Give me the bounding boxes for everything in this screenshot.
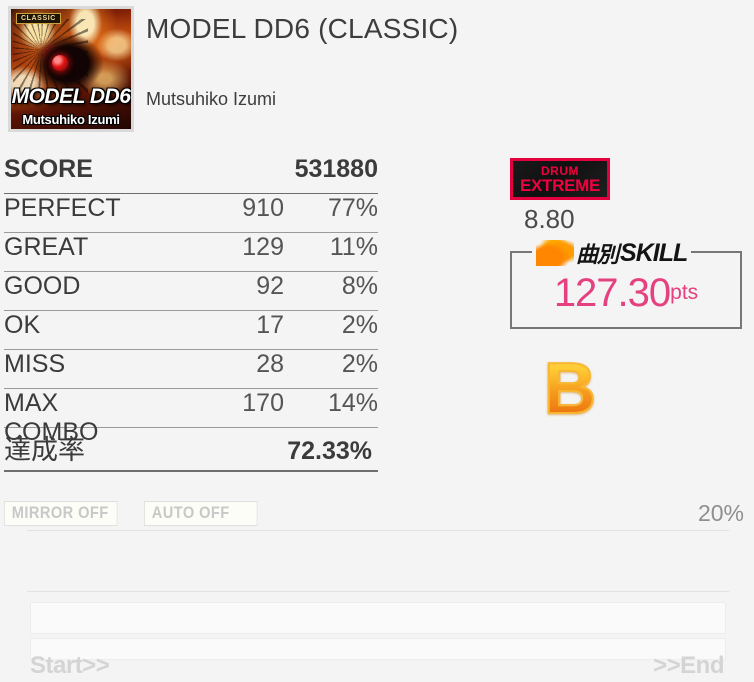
judgement-percent-great: 11% xyxy=(329,233,378,261)
judgement-count-good: 92 xyxy=(256,272,284,300)
table-row: MISS 28 2% xyxy=(4,350,378,389)
song-info: MODEL DD6 (CLASSIC) Mutsuhiko Izumi xyxy=(134,6,458,110)
judgement-label-perfect: PERFECT xyxy=(4,194,121,222)
difficulty-name: EXTREME xyxy=(519,175,601,195)
album-jacket[interactable]: CLASSIC MODEL DD6 Mutsuhiko Izumi xyxy=(8,6,134,132)
table-row: MAX COMBO 170 14% xyxy=(4,389,378,446)
timeline-endpoints: Start>> >>End xyxy=(0,652,754,680)
judgement-count-great: 129 xyxy=(242,233,284,261)
judgement-percent-ok: 2% xyxy=(341,311,378,339)
table-row: GREAT 129 11% xyxy=(4,233,378,272)
skill-value-box: 127.30 pts xyxy=(510,251,742,329)
skill-unit: pts xyxy=(670,281,699,304)
rank-badge: B xyxy=(543,352,750,426)
skill-logo-kanji: 曲別 xyxy=(576,243,619,268)
timeline-end-label: >>End xyxy=(653,652,724,679)
judgement-percent-miss: 2% xyxy=(341,350,378,378)
skill-points: 127.30 xyxy=(553,270,671,315)
options-bar: MIRROR OFF AUTO OFF 20% xyxy=(4,500,750,527)
auto-toggle-button[interactable]: AUTO OFF xyxy=(144,501,258,526)
table-row-score: SCORE 531880 xyxy=(4,155,378,194)
difficulty-level: 8.80 xyxy=(524,204,575,234)
jacket-artist-text: Mutsuhiko Izumi xyxy=(22,112,120,127)
score-table: SCORE 531880 PERFECT 910 77% GREAT 129 1… xyxy=(4,155,378,472)
score-label: SCORE xyxy=(4,155,93,183)
jacket-title-text: MODEL DD6 xyxy=(11,85,131,108)
achievement-value: 72.33% xyxy=(287,437,372,465)
classic-badge: CLASSIC xyxy=(16,13,61,24)
table-row: OK 17 2% xyxy=(4,311,378,350)
table-row: PERFECT 910 77% xyxy=(4,194,378,233)
score-value: 531880 xyxy=(294,155,378,183)
skill-logo: 曲別 SKILL xyxy=(532,237,692,269)
judgement-count-perfect: 910 xyxy=(242,194,284,222)
measure-density-bar-chart[interactable] xyxy=(27,530,729,592)
table-row: GOOD 92 8% xyxy=(4,272,378,311)
song-header: CLASSIC MODEL DD6 Mutsuhiko Izumi MODEL … xyxy=(0,0,754,132)
note-density-row-2[interactable] xyxy=(30,638,726,660)
judgement-label-max-combo: MAX COMBO xyxy=(4,389,99,446)
judgement-count-max-combo: 170 xyxy=(242,389,284,417)
judgement-label-miss: MISS xyxy=(4,350,66,378)
judgement-label-ok: OK xyxy=(4,311,41,339)
note-density-row-1[interactable] xyxy=(30,602,726,634)
skill-logo-word: SKILL xyxy=(620,238,688,267)
judgement-percent-perfect: 77% xyxy=(327,194,378,222)
judgement-count-ok: 17 xyxy=(256,311,284,339)
page-title: MODEL DD6 (CLASSIC) xyxy=(146,13,459,44)
difficulty-badge: DRUM EXTREME xyxy=(510,158,610,200)
judgement-percent-max-combo: 14% xyxy=(327,389,378,417)
jacket-eye-decoration xyxy=(51,54,68,71)
song-artist: Mutsuhiko Izumi xyxy=(146,88,277,109)
mirror-toggle-button[interactable]: MIRROR OFF xyxy=(4,501,118,526)
table-row-achievement: 達成率 72.33% xyxy=(4,428,378,472)
flame-icon xyxy=(536,240,574,266)
zoom-level-label: 20% xyxy=(697,500,744,526)
judgement-label-good: GOOD xyxy=(4,272,81,300)
skill-panel: 曲別 SKILL 127.30 pts xyxy=(510,237,742,329)
achievement-label: 達成率 xyxy=(4,435,85,465)
judgement-percent-good: 8% xyxy=(341,272,378,300)
judgement-count-miss: 28 xyxy=(256,350,284,378)
difficulty-instrument: DRUM xyxy=(541,163,579,178)
right-panel: DRUM EXTREME 8.80 曲別 SKILL 127.30 pts B xyxy=(510,158,750,426)
timeline-start-label: Start>> xyxy=(30,652,110,679)
judgement-label-great: GREAT xyxy=(4,233,89,261)
